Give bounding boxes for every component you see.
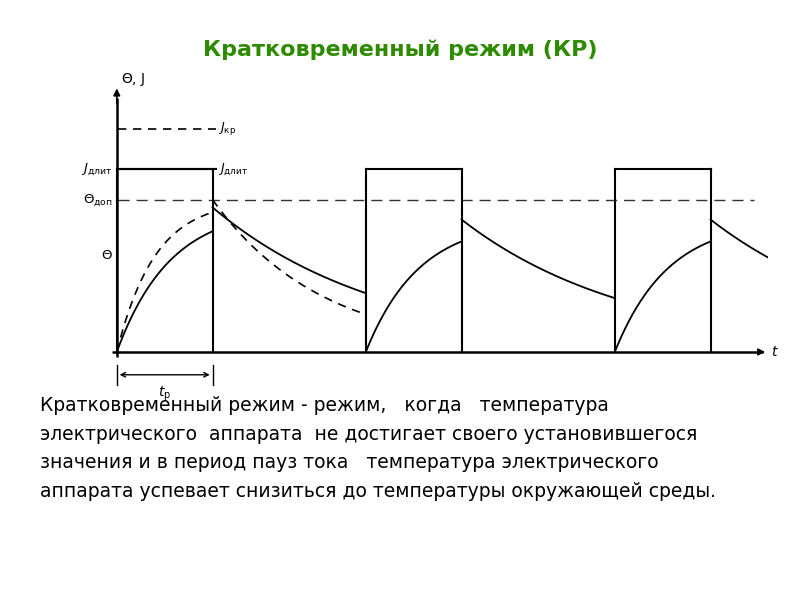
Text: Кратковременный режим - режим,   когда   температура
электрического  аппарата  н: Кратковременный режим - режим, когда тем… (40, 396, 716, 501)
Text: $J_{\rm длит}$: $J_{\rm длит}$ (218, 161, 248, 177)
Text: $J_{\rm кр}$: $J_{\rm кр}$ (218, 120, 236, 137)
Text: $J_{\rm длит}$: $J_{\rm длит}$ (82, 161, 113, 177)
Text: Кратковременный режим (КР): Кратковременный режим (КР) (202, 39, 598, 59)
Text: t: t (771, 345, 776, 359)
Text: $t_{\rm р}$: $t_{\rm р}$ (158, 385, 171, 403)
Text: $\Theta$, J: $\Theta$, J (121, 71, 145, 88)
Text: $\Theta_{\rm доп}$: $\Theta_{\rm доп}$ (83, 192, 113, 208)
Text: $\Theta$: $\Theta$ (102, 249, 113, 262)
